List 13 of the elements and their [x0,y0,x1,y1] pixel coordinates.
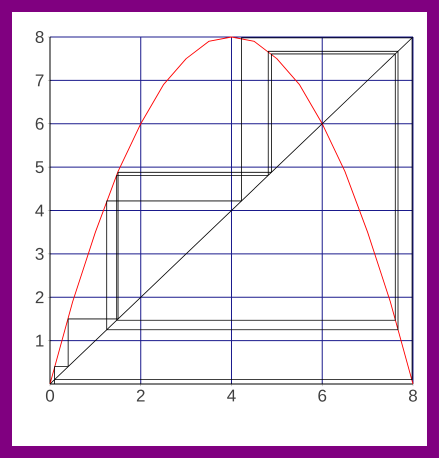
y-tick-label: 6 [36,118,44,130]
y-tick-label: 1 [36,334,44,346]
x-tick-label: 6 [318,390,326,402]
x-tick-label: 4 [227,390,236,402]
y-tick-label: 8 [36,30,44,44]
y-tick-label: 3 [36,248,44,260]
x-tick-label: 8 [408,390,417,402]
y-tick-label: 7 [36,74,44,86]
y-tick-label: 5 [36,161,44,174]
y-tick-label: 4 [35,204,44,216]
x-tick-label: 2 [136,390,145,402]
y-tick-label: 2 [36,291,44,304]
x-tick-label: 0 [46,390,54,402]
